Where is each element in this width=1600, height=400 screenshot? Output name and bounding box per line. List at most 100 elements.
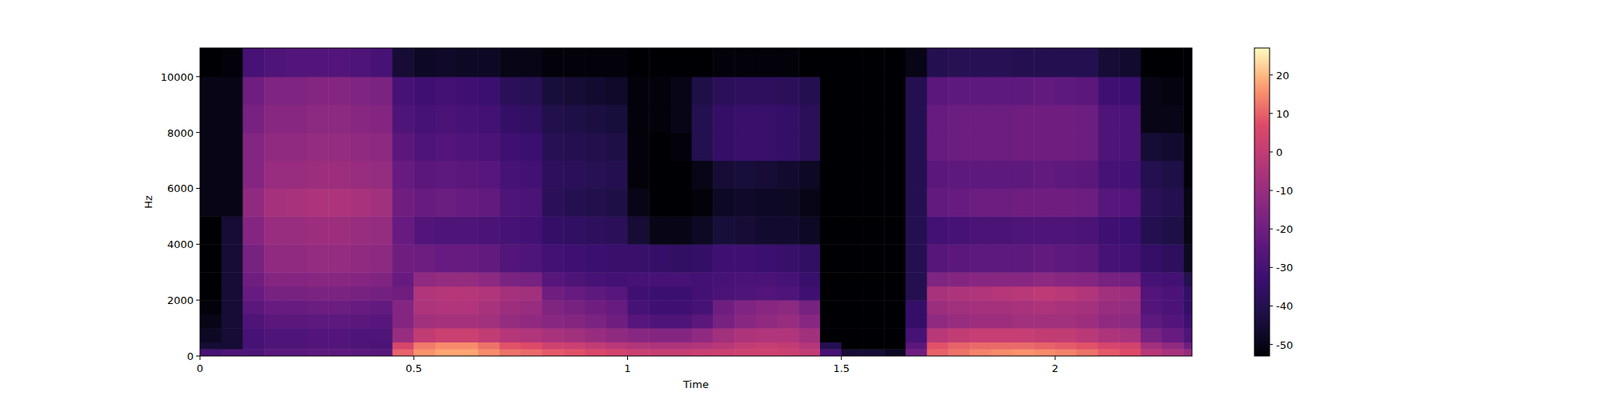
cell [777,160,800,189]
cell [221,104,244,133]
cell [712,188,735,216]
cell [349,348,372,356]
cell [841,188,864,216]
cell [349,286,372,301]
cell [200,348,222,356]
cell [499,342,521,350]
cell [413,314,436,329]
cell [734,342,756,350]
cell [905,300,928,315]
cell [1183,314,1192,329]
cell [1076,342,1099,350]
x-tick [413,356,415,360]
cell [969,132,992,161]
cell [520,286,543,301]
cell [328,314,350,329]
cell [1119,244,1141,272]
cell [756,76,778,105]
cell [1055,328,1077,343]
cell [927,272,949,287]
x-tick-label: 1 [624,362,631,375]
cell [841,314,864,329]
cell [627,188,649,216]
cell [242,272,264,287]
cell [841,328,864,343]
cell [456,348,479,356]
cell [991,160,1013,189]
cell [563,348,585,356]
cell [905,348,928,356]
cell [1162,132,1184,161]
cell [1055,286,1077,301]
cell [777,76,800,105]
cell [456,342,479,350]
cell [328,76,350,105]
cell [841,76,864,105]
cell [1183,286,1192,301]
cell [1140,342,1163,350]
cell [1119,132,1141,161]
cell [606,244,628,272]
colorbar-tick [1269,228,1273,230]
cell [477,314,500,329]
cell [884,216,906,244]
cell [1033,216,1056,244]
cell [734,104,756,133]
cell [692,348,714,356]
cell [456,160,479,189]
cell [905,160,928,189]
cell [200,244,222,272]
cell [435,76,457,105]
cell [648,328,671,343]
cell [712,272,735,287]
cell [413,286,436,301]
cell [477,272,500,287]
cell [200,132,222,161]
cell [200,48,222,77]
cell [712,348,735,356]
cell [584,48,607,77]
cell [1140,300,1163,315]
cell [1076,104,1099,133]
cell [1119,286,1141,301]
colorbar-tick [1269,151,1273,152]
cell [285,76,308,105]
cell [1033,342,1056,350]
cell [627,216,649,244]
cell [435,272,457,287]
cell [905,216,928,244]
cell [948,300,970,315]
cell [798,328,820,343]
cell [264,300,286,315]
cell [670,76,692,105]
cell [285,300,308,315]
cell [712,216,735,244]
cell [221,328,244,343]
cell [499,104,521,133]
cell [1183,300,1192,315]
cell [862,328,884,343]
cell [349,272,372,287]
cell [756,104,778,133]
cell [606,76,628,105]
cell [563,328,585,343]
cell [264,244,286,272]
cell [905,132,928,161]
cell [477,286,500,301]
cell [862,76,884,105]
cell [264,272,286,287]
cell [1140,216,1163,244]
cell [477,48,500,77]
cell [777,132,800,161]
cell [307,314,329,329]
cell [392,314,415,329]
cell [413,48,436,77]
cell [285,328,308,343]
cell [392,286,415,301]
cell [1097,286,1120,301]
cell [242,348,264,356]
cell [1183,188,1192,216]
cell [1162,314,1184,329]
cell [820,328,842,343]
cell [285,272,308,287]
